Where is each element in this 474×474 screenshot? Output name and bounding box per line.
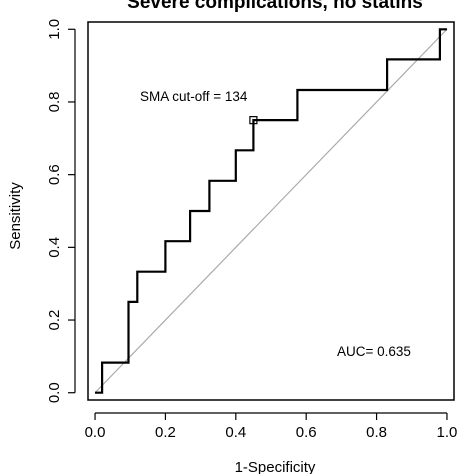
cutoff-label: SMA cut-off = 134 [140, 89, 248, 104]
x-tick-label: 0.6 [296, 424, 317, 441]
x-tick-label: 0.2 [155, 424, 176, 441]
x-tick-label: 0.0 [85, 424, 106, 441]
y-tick-label: 1.0 [46, 19, 63, 40]
x-tick-label: 0.4 [225, 424, 246, 441]
x-axis: 0.0 0.2 0.4 0.6 0.8 1.0 [85, 412, 458, 441]
y-tick-label: 0.2 [46, 310, 63, 331]
x-tick-label: 1.0 [437, 424, 458, 441]
y-axis-title: Sensitivity [7, 182, 24, 250]
cutoff-marker [249, 116, 258, 125]
plot-frame [87, 21, 455, 401]
y-tick-label: 0.0 [46, 382, 63, 403]
y-axis: 0.0 0.2 0.4 0.6 0.8 1.0 [46, 19, 76, 403]
roc-curve [95, 28, 447, 394]
reference-diagonal [94, 28, 448, 394]
y-tick-label: 0.6 [46, 164, 63, 185]
y-tick-label: 0.4 [46, 237, 63, 258]
x-tick-label: 0.8 [366, 424, 387, 441]
y-tick-label: 0.8 [46, 92, 63, 113]
chart-title: Severe complications, no statins [127, 0, 423, 13]
auc-label: AUC= 0.635 [337, 344, 411, 359]
x-axis-title: 1-Specificity [235, 459, 316, 474]
